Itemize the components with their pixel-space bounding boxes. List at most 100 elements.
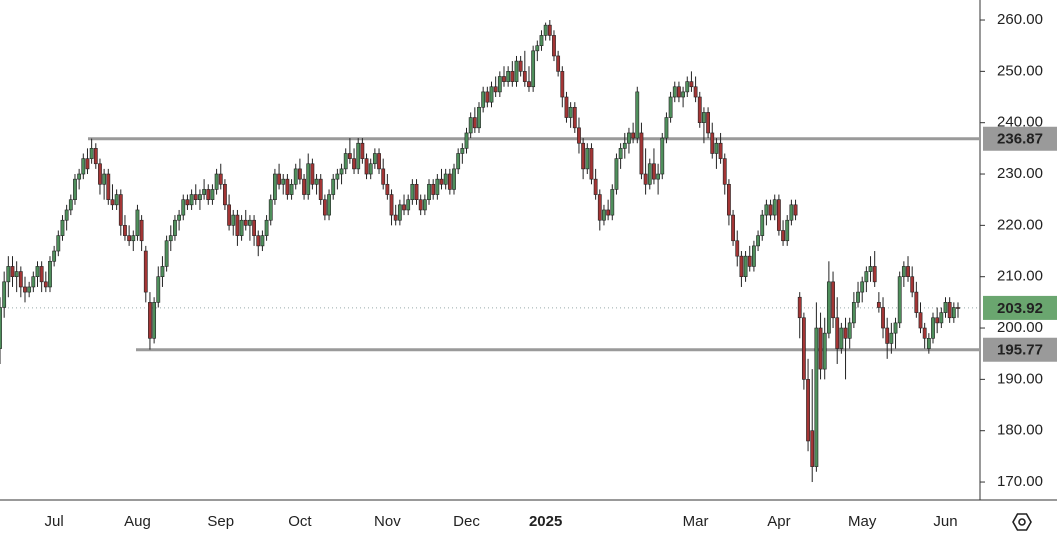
level-label: 195.77: [997, 342, 1043, 359]
x-tick-label: Jul: [45, 513, 64, 530]
candle-body: [743, 255, 748, 277]
candle-body: [876, 302, 881, 308]
candle-body: [835, 317, 840, 349]
candle-body: [110, 199, 115, 206]
candle-body: [897, 276, 902, 324]
candle-body: [456, 153, 461, 170]
candle-body: [810, 430, 815, 467]
candle-body: [889, 332, 894, 344]
candle-body: [256, 235, 261, 247]
x-tick-label: Sep: [207, 513, 234, 530]
candle-body: [273, 173, 277, 200]
candle-body: [547, 24, 552, 36]
candle-body: [722, 158, 727, 185]
candle-body: [747, 255, 752, 267]
candle-body: [48, 260, 52, 288]
candle-body: [885, 327, 890, 344]
candle-body: [85, 158, 90, 170]
candle-body: [260, 235, 265, 247]
candle-body: [806, 379, 810, 442]
candle-body: [185, 199, 190, 206]
candle-body: [372, 153, 377, 165]
x-tick-label: Oct: [288, 513, 312, 530]
x-tick-label: Nov: [374, 513, 401, 530]
candle-body: [664, 117, 669, 139]
candle-body: [652, 163, 656, 180]
candle-body: [264, 219, 269, 236]
candle-body: [160, 266, 165, 277]
candle-body: [643, 173, 648, 185]
candle-body: [781, 230, 785, 242]
candle-body: [210, 189, 215, 200]
candle-body: [556, 55, 561, 72]
candle-body: [789, 204, 794, 221]
level-label-box: [983, 337, 1057, 362]
candle-body: [814, 327, 819, 467]
candle-body: [572, 106, 577, 129]
candle-body: [148, 302, 152, 339]
candle-body: [831, 281, 835, 319]
candle-body: [377, 153, 381, 170]
candle-body: [843, 327, 848, 339]
candle-body: [331, 178, 336, 195]
candle-body: [422, 199, 427, 211]
candle-body: [697, 96, 702, 123]
candle-body: [10, 266, 15, 277]
settings-hexagon[interactable]: [1012, 513, 1032, 531]
candle-body: [389, 194, 394, 216]
candle-body: [406, 199, 411, 211]
candle-body: [481, 91, 486, 108]
candle-body: [439, 178, 444, 185]
y-tick-label: 190.00: [997, 370, 1043, 387]
candle-body: [435, 178, 440, 195]
candle-body: [327, 194, 331, 216]
candle-body: [597, 194, 602, 221]
candle-body: [43, 281, 48, 288]
candle-body: [906, 266, 910, 277]
candle-body: [618, 148, 623, 159]
candle-body: [947, 302, 952, 319]
candle-body: [314, 178, 319, 185]
candle-body: [514, 60, 519, 82]
candle-body: [502, 76, 506, 82]
candle-body: [335, 173, 340, 180]
candle-body: [752, 245, 756, 267]
level-label: 236.87: [997, 131, 1043, 148]
settings-icon[interactable]: [1012, 513, 1032, 531]
y-tick-label: 220.00: [997, 216, 1043, 233]
candle-body: [531, 50, 536, 88]
candle-body: [14, 271, 19, 277]
candle-body: [639, 132, 644, 175]
candle-body: [397, 204, 402, 221]
candle-body: [797, 296, 802, 319]
candle-body: [318, 178, 323, 200]
candle-body: [518, 60, 523, 72]
candle-body: [356, 142, 361, 170]
candle-body: [693, 86, 698, 98]
candle-body: [776, 199, 781, 231]
candle-body: [343, 153, 348, 170]
candle-body: [202, 189, 206, 195]
candle-body: [168, 235, 173, 242]
candle-body: [706, 112, 710, 134]
candle-body: [497, 76, 502, 93]
candle-body: [660, 137, 665, 175]
settings-circle[interactable]: [1018, 518, 1026, 526]
candle-body: [939, 312, 944, 324]
candle-body: [926, 337, 931, 349]
candle-body: [622, 142, 627, 149]
candle-body: [485, 91, 490, 103]
candle-body: [135, 209, 140, 236]
candle-body: [177, 214, 182, 221]
candle-body: [214, 173, 219, 190]
candle-body: [822, 332, 827, 370]
candle-body: [564, 96, 569, 118]
candle-body: [381, 168, 386, 185]
candle-body: [93, 148, 98, 165]
candle-body: [206, 189, 211, 200]
candle-body: [901, 266, 906, 277]
candle-body: [18, 271, 23, 288]
candle-body: [289, 183, 294, 195]
candle-body: [193, 194, 198, 200]
